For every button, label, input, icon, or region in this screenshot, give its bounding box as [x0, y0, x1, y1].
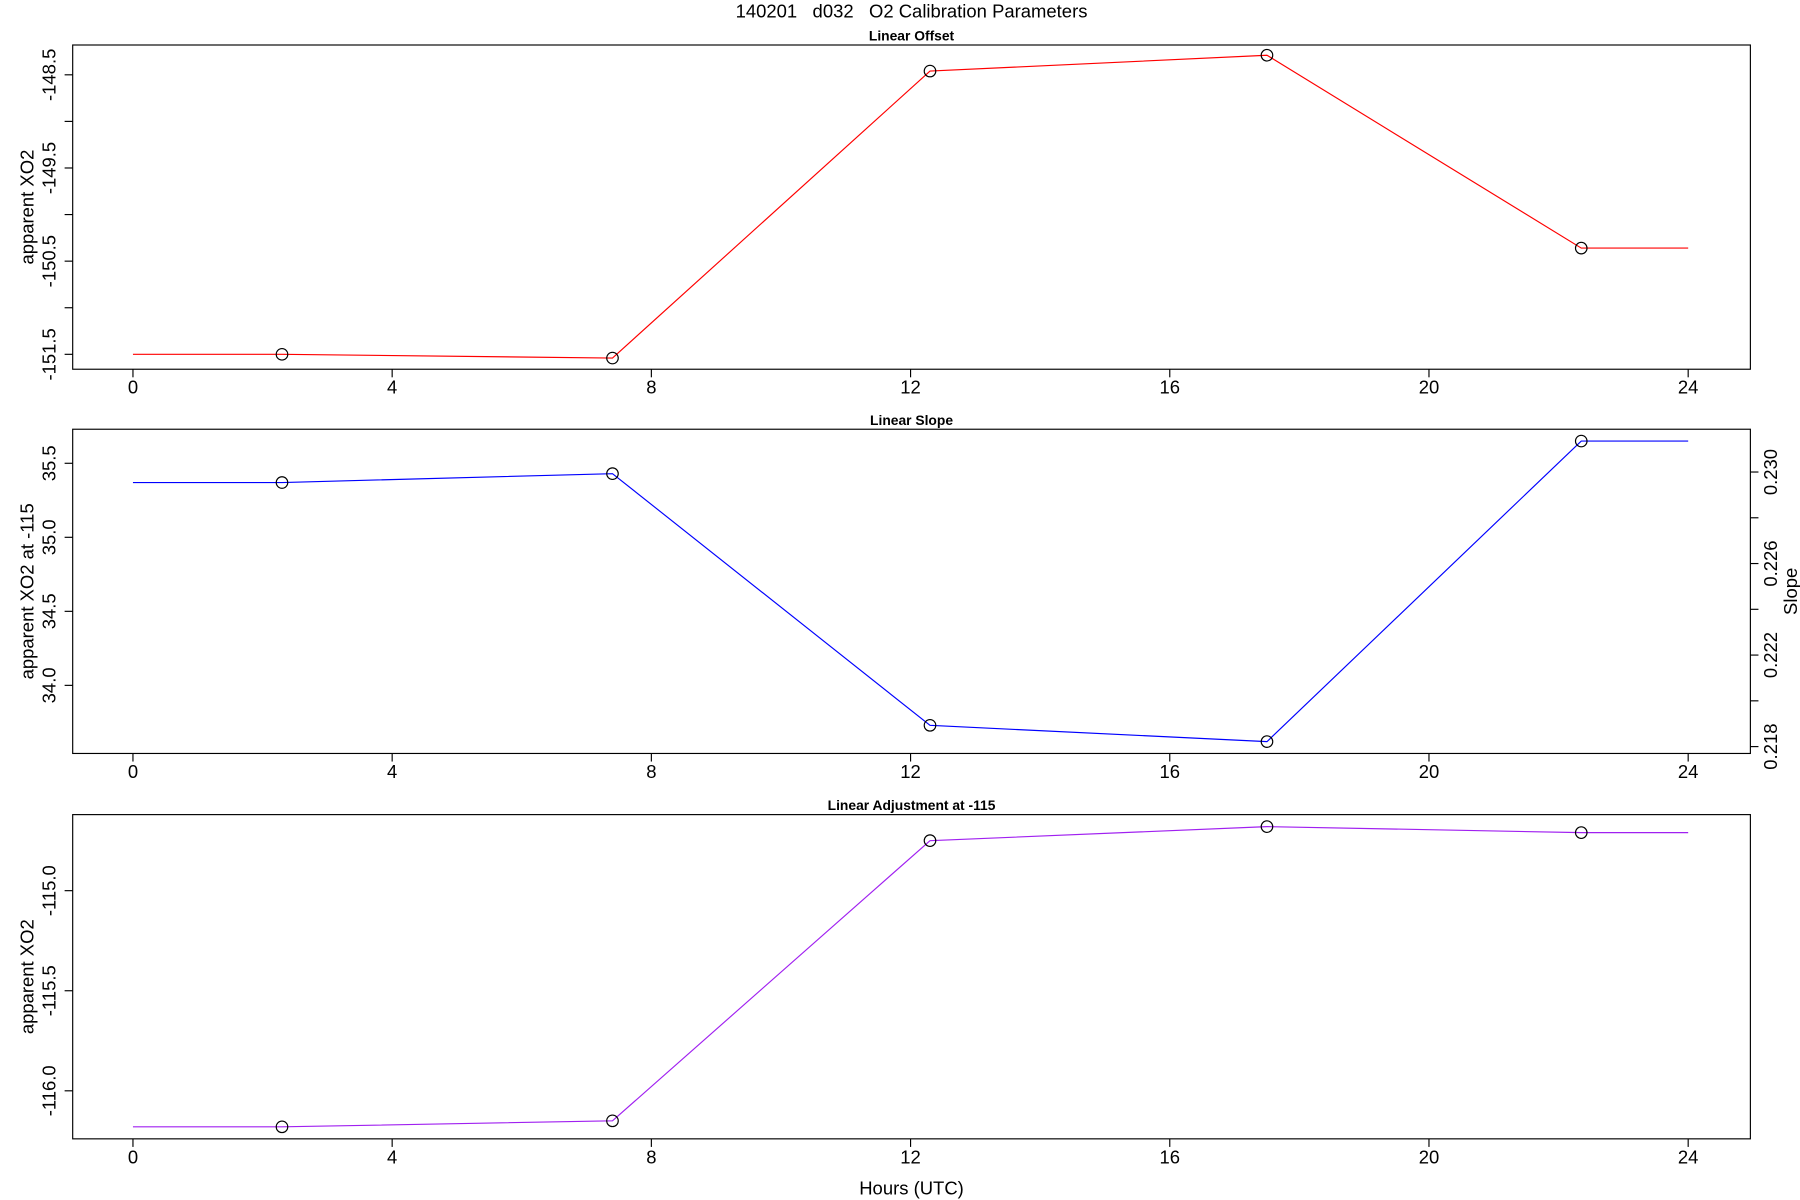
x-tick-label: 24	[1678, 1146, 1699, 1167]
point-marker	[923, 834, 937, 847]
point-marker	[275, 476, 289, 489]
x-tick-label: 0	[128, 761, 138, 782]
y-tick-label: 35.5	[39, 445, 60, 481]
x-tick-label: 24	[1678, 377, 1699, 398]
point-marker	[1574, 241, 1588, 255]
panel-title: Linear Offset	[869, 28, 955, 44]
y-tick-label: -115.5	[39, 965, 60, 1016]
series-line	[132, 440, 1689, 743]
x-tick-label: 16	[1160, 1146, 1181, 1167]
plot-box	[72, 814, 1751, 1140]
y-tick-label: -148.5	[39, 49, 60, 101]
point-marker	[923, 64, 937, 78]
x-tick-label: 4	[387, 761, 397, 782]
x-axis-label: Hours (UTC)	[859, 1177, 964, 1198]
x-tick-label: 24	[1678, 761, 1699, 782]
panel-title: Linear Adjustment at -115	[828, 797, 996, 813]
y-tick-label: 35.0	[39, 519, 60, 555]
x-tick-label: 0	[128, 377, 138, 398]
y-tick-label: -116.0	[39, 1065, 60, 1116]
point-marker	[1260, 820, 1274, 833]
plot-box	[72, 428, 1751, 755]
plot-box	[72, 44, 1751, 370]
point-marker	[1260, 48, 1274, 62]
y-tick-label: 0.222	[1760, 632, 1781, 678]
panel-title: Linear Slope	[870, 412, 953, 428]
x-tick-label: 8	[646, 1146, 656, 1167]
point-marker	[606, 351, 619, 365]
x-tick-label: 16	[1160, 761, 1181, 782]
x-tick-label: 8	[646, 377, 656, 398]
y-tick-label: -149.5	[39, 142, 60, 194]
y-tick-label: -151.5	[39, 328, 60, 380]
point-marker	[606, 467, 619, 480]
point-marker	[1574, 826, 1588, 839]
point-marker	[923, 718, 937, 732]
x-tick-label: 4	[387, 377, 397, 398]
x-tick-label: 12	[900, 377, 921, 398]
y-tick-label: -115.0	[39, 865, 60, 916]
y-tick-label: -150.5	[39, 235, 60, 287]
point-marker	[1260, 735, 1274, 748]
y-axis-label: apparent XO2	[17, 150, 38, 265]
y-tick-label: 34.0	[39, 667, 60, 703]
x-tick-label: 20	[1419, 761, 1440, 782]
point-marker	[606, 1114, 619, 1128]
x-tick-label: 0	[128, 1146, 138, 1167]
x-tick-label: 16	[1160, 377, 1181, 398]
y-tick-label: 0.230	[1760, 449, 1781, 495]
x-tick-label: 12	[900, 1146, 921, 1167]
x-tick-label: 8	[646, 761, 656, 782]
x-tick-label: 12	[900, 761, 921, 782]
y-axis-label: apparent XO2	[17, 919, 38, 1034]
figure-title: 140201 d032 O2 Calibration Parameters	[736, 1, 1088, 22]
x-tick-label: 20	[1419, 1146, 1440, 1167]
y-axis-label: apparent XO2 at -115	[17, 503, 38, 679]
x-tick-label: 4	[387, 1146, 397, 1167]
y-tick-label: 0.218	[1760, 724, 1781, 770]
series-line	[132, 826, 1689, 1128]
series-line	[132, 54, 1689, 359]
y-tick-label: 34.5	[39, 593, 60, 629]
x-tick-label: 20	[1419, 377, 1440, 398]
y-tick-label: 0.226	[1760, 540, 1781, 586]
point-marker	[1574, 434, 1588, 448]
point-marker	[275, 347, 289, 361]
point-marker	[275, 1120, 289, 1134]
y2-axis-label: Slope	[1780, 568, 1800, 615]
